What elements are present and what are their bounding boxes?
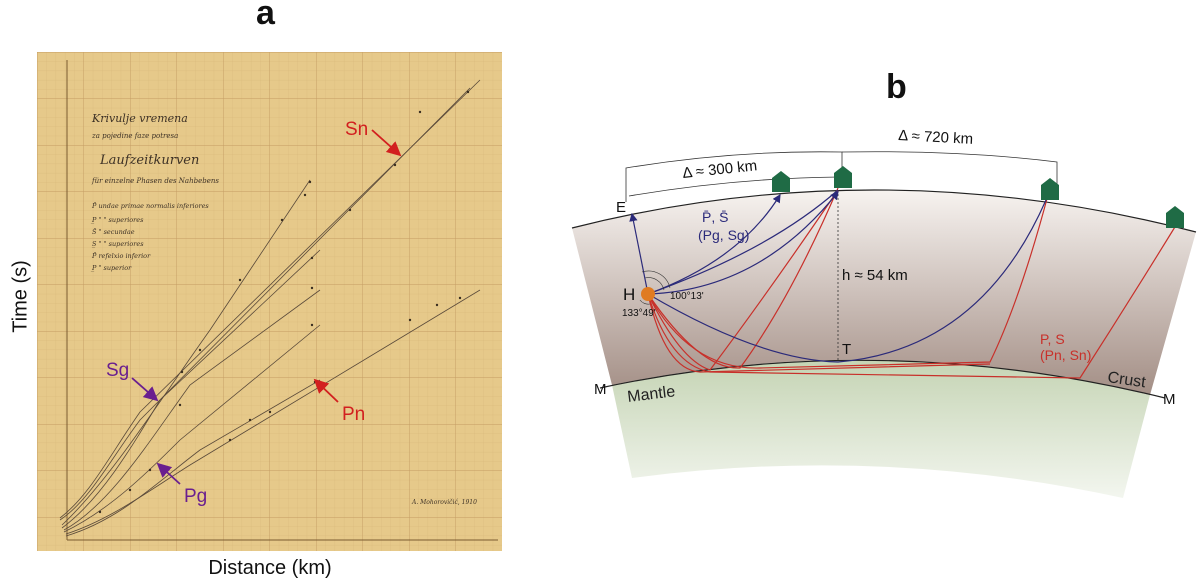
seismic-stations (772, 166, 1184, 228)
sg-label: Sg (106, 360, 129, 381)
crust-label: Crust (1106, 369, 1147, 391)
svg-text:P̄ refelxio inferior: P̄ refelxio inferior (91, 251, 151, 260)
moho-left-label: M (594, 381, 607, 398)
svg-text:Krivulje vremena: Krivulje vremena (91, 112, 188, 125)
handwritten-heading: Krivulje vremena za pojedine faze potres… (91, 112, 219, 185)
svg-text:S̄ " secundae: S̄ " secundae (92, 227, 135, 236)
distance-720-label: Δ ≈ 720 km (898, 127, 974, 148)
panel-a-chart: Krivulje vremena za pojedine faze potres… (37, 52, 502, 551)
station-icon (772, 171, 790, 192)
panel-b-letter: b (886, 68, 907, 106)
curve-sn (59, 87, 471, 521)
depth-label: h ≈ 54 km (842, 267, 908, 284)
curve-s-upper (61, 179, 311, 526)
direct-waves-label-1: P̄, S̄ (702, 209, 728, 225)
panel-a-letter: a (256, 0, 275, 32)
t-point-label: T (842, 341, 851, 358)
epicenter-label: E (616, 199, 626, 216)
moho-boundary (599, 359, 1166, 399)
curve-sg (61, 249, 321, 529)
svg-text:P̲ " superior: P̲ " superior (90, 264, 132, 272)
station-icon (1041, 178, 1059, 200)
observation-dots (98, 90, 470, 514)
handwritten-legend: P̄ undae primae normalis inferiores P̲ "… (90, 201, 209, 272)
head-waves-label-2: (Pn, Sn) (1040, 347, 1091, 363)
pn-arrow (313, 378, 339, 403)
curve-p-upper (63, 324, 321, 533)
travel-time-curves (59, 79, 481, 537)
paper-grid-coarse (37, 52, 502, 551)
pg-label: Pg (184, 486, 207, 507)
hypocenter-marker (641, 287, 655, 301)
earth-surface (571, 189, 1197, 233)
panel-b-diagram: Δ ≈ 300 km Δ ≈ 720 km h ≈ 54 km 100°13' (571, 127, 1197, 498)
mantle-label: Mantle (626, 383, 676, 406)
angle-100-label: 100°13' (670, 291, 704, 302)
signature: A. Mohorovičić, 1910 (411, 499, 477, 506)
svg-text:S̲ " " superiores: S̲ " " superiores (91, 240, 144, 248)
sg-arrow (131, 377, 159, 402)
pn-label: Pn (342, 404, 365, 425)
svg-text:za pojedine faze potresa: za pojedine faze potresa (91, 132, 178, 140)
curve-pg (65, 379, 321, 537)
angle-arcs (639, 270, 671, 305)
curve-sn-upper (59, 79, 481, 519)
distance-300-label: Δ ≈ 300 km (682, 157, 758, 182)
head-wave-rays (647, 187, 1179, 379)
svg-text:P̄ undae primae normalis infe: P̄ undae primae normalis inferiores (91, 201, 209, 210)
hypocenter-label: H (623, 285, 635, 304)
mantle-layer (612, 359, 1150, 498)
svg-text:für einzelne Phasen des Nahbeb: für einzelne Phasen des Nahbebens (91, 177, 219, 185)
head-waves-label-1: P, S (1040, 331, 1065, 347)
direct-waves-label-2: (Pg, Sg) (698, 227, 749, 243)
station-icon (1166, 206, 1184, 228)
curve-s-lower (63, 289, 321, 531)
crust-layer (572, 189, 1196, 395)
distance-brackets (625, 151, 1058, 202)
sn-arrow (371, 129, 402, 157)
svg-text:Laufzeitkurven: Laufzeitkurven (99, 153, 199, 168)
angle-133-label: 133°49' (622, 308, 656, 319)
x-axis-title: Distance (km) (208, 557, 332, 579)
svg-text:P̲ " " superiores: P̲ " " superiores (90, 216, 144, 224)
sn-label: Sn (345, 119, 368, 140)
station-icon (834, 166, 852, 188)
moho-right-label: M (1163, 391, 1176, 408)
pg-arrow (156, 462, 181, 485)
